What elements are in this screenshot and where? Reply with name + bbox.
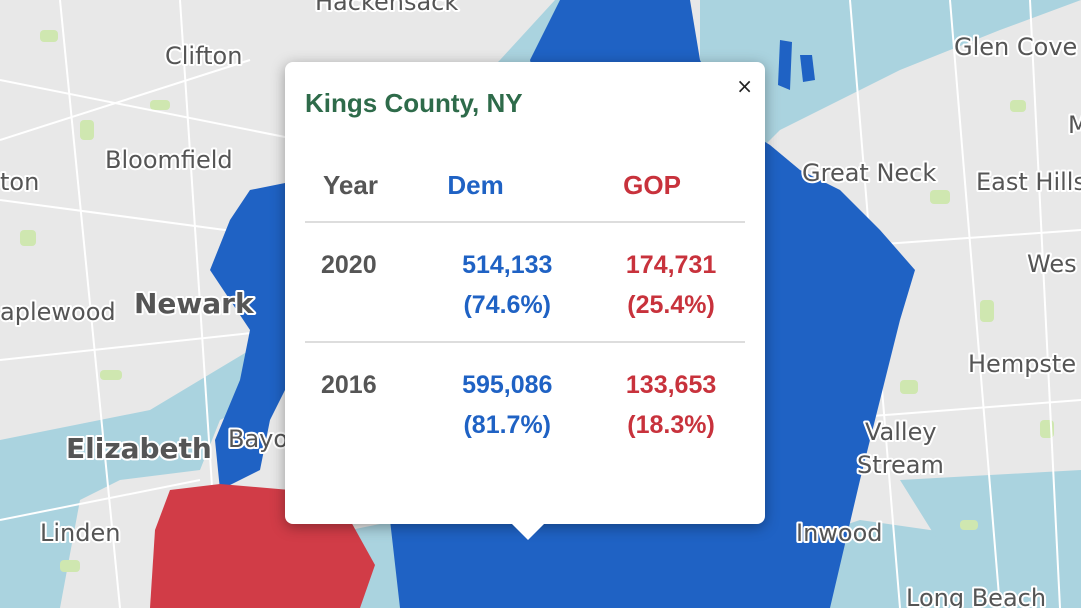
row-gop: 133,653 (18.3%) [581,342,745,461]
row-year: 2020 [305,222,418,343]
label-hackensack: Hackensack [315,0,458,16]
row-dem: 595,086 (81.7%) [417,342,581,461]
label-hempstead: Hempste [968,350,1076,378]
dem-votes: 514,133 [462,251,553,279]
label-maplewood: aplewood [0,298,116,326]
row-dem: 514,133 (74.6%) [417,222,582,343]
island [778,40,792,90]
county-popup: × Kings County, NY Year Dem GOP 2020 514… [285,62,765,540]
label-long-beach: Long Beach [906,584,1046,608]
row-gop: 174,731 (25.4%) [581,222,745,343]
island [800,55,815,82]
label-bloomfield: Bloomfield [105,146,233,174]
label-bayonne: Bayo [228,425,288,453]
header-dem: Dem [417,160,582,223]
label-west: Wes [1027,250,1077,278]
water-east [900,470,1081,560]
label-newark: Newark [134,287,255,320]
gop-pct: (25.4%) [627,291,715,319]
results-table: Year Dem GOP 2020 514,133 (74.6%) 174,73… [305,160,745,461]
label-glen-cove: Glen Cove [954,33,1077,61]
header-gop: GOP [581,160,745,223]
table-row: 2016 595,086 (81.7%) 133,653 (18.3%) [305,342,745,461]
label-valley: Valley [865,418,937,446]
dem-pct: (81.7%) [463,411,552,439]
row-year: 2016 [321,371,377,399]
label-orange: ton [0,168,39,196]
label-linden: Linden [40,519,120,547]
label-elizabeth: Elizabeth [66,432,212,465]
label-m: M [1068,111,1081,139]
label-clifton: Clifton [165,42,242,70]
label-east-hills: East Hills [976,168,1081,196]
dem-votes: 595,086 [462,371,553,399]
gop-votes: 133,653 [625,371,717,399]
header-year: Year [305,160,418,223]
label-stream: Stream [857,451,944,479]
gop-votes: 174,731 [625,251,717,279]
label-inwood: Inwood [796,519,883,547]
water-sound [700,0,1081,150]
dem-pct: (74.6%) [463,291,552,319]
gop-pct: (18.3%) [627,411,715,439]
popup-title: Kings County, NY [305,88,523,118]
table-header-row: Year Dem GOP [305,160,745,223]
close-icon[interactable]: × [736,74,753,98]
table-row: 2020 514,133 (74.6%) 174,731 (25.4%) [305,222,745,343]
label-great-neck: Great Neck [802,159,936,187]
